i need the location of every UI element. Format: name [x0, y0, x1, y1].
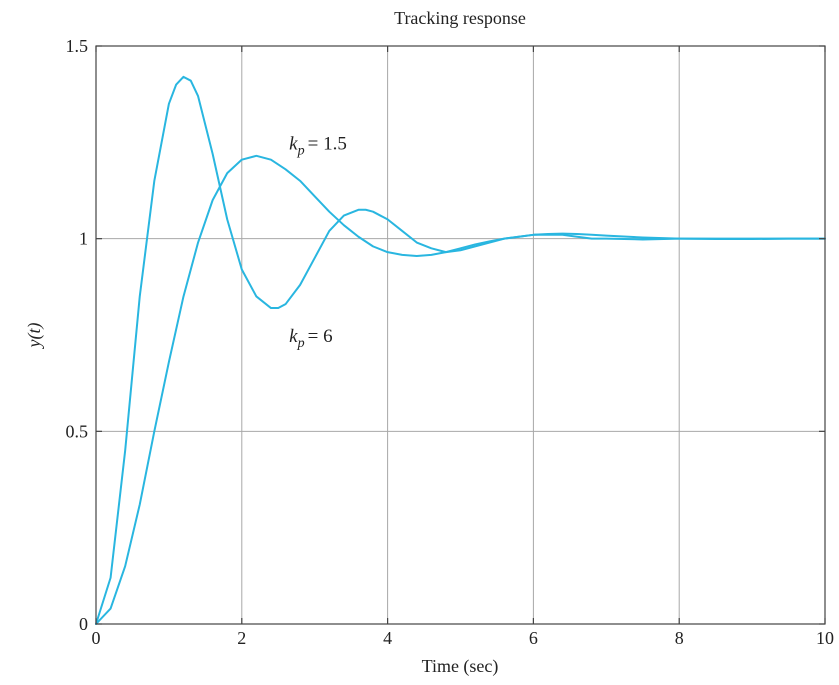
y-tick-label: 0.5: [66, 421, 89, 441]
annotation-variable: k: [289, 133, 298, 154]
series-line: [95, 75, 826, 625]
annotation-value: = 6: [308, 326, 333, 347]
x-tick-label: 4: [383, 628, 392, 648]
plot-frame: [95, 45, 826, 625]
grid-lines: [96, 46, 825, 624]
annotation-subscript: p: [297, 143, 305, 158]
x-tick-labels: 0 2 4 6 8 10: [92, 628, 835, 648]
y-tick-labels: 0 0.5 1 1.5: [66, 36, 89, 634]
axis-ticks: [95, 45, 826, 625]
series-group: [95, 75, 826, 625]
x-tick-label: 6: [529, 628, 538, 648]
y-axis-label: y(t): [24, 323, 45, 350]
y-tick-label: 1.5: [66, 36, 89, 56]
x-axis-label: Time (sec): [422, 656, 499, 677]
series-annotation: kp = 1.5: [289, 133, 347, 158]
x-tick-label: 8: [675, 628, 684, 648]
annotation-value: = 1.5: [308, 133, 347, 154]
series-annotation: kp = 6: [289, 326, 332, 351]
series-line: [95, 154, 826, 625]
series-annotations: kp = 1.5kp = 6: [289, 133, 347, 351]
chart-title: Tracking response: [394, 8, 526, 28]
y-tick-label: 0: [79, 614, 88, 634]
x-tick-label: 0: [92, 628, 101, 648]
x-tick-label: 2: [237, 628, 246, 648]
x-tick-label: 10: [816, 628, 834, 648]
annotation-subscript: p: [297, 336, 305, 351]
y-tick-label: 1: [79, 229, 88, 249]
annotation-variable: k: [289, 326, 298, 347]
